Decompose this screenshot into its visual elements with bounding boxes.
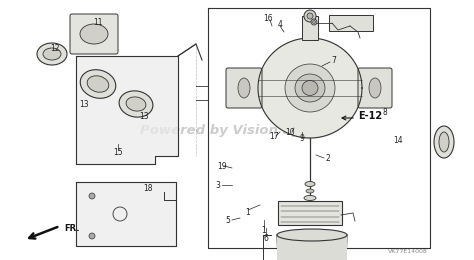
Ellipse shape bbox=[119, 91, 153, 117]
Circle shape bbox=[89, 193, 95, 199]
Ellipse shape bbox=[369, 78, 381, 98]
Text: 6: 6 bbox=[264, 233, 268, 243]
Ellipse shape bbox=[43, 48, 61, 60]
Text: Powered by Vision Spares: Powered by Vision Spares bbox=[140, 124, 334, 136]
Text: 11: 11 bbox=[93, 17, 103, 27]
Text: FR.: FR. bbox=[64, 224, 80, 232]
Circle shape bbox=[304, 10, 316, 22]
Ellipse shape bbox=[80, 24, 108, 44]
Text: VK77E14008: VK77E14008 bbox=[388, 249, 428, 254]
Text: E-12: E-12 bbox=[358, 111, 382, 121]
FancyBboxPatch shape bbox=[278, 201, 342, 225]
Text: 7: 7 bbox=[331, 55, 337, 64]
Text: 5: 5 bbox=[226, 216, 230, 224]
FancyBboxPatch shape bbox=[70, 14, 118, 54]
Ellipse shape bbox=[305, 181, 315, 186]
Text: 9: 9 bbox=[300, 133, 304, 142]
Text: 12: 12 bbox=[50, 43, 60, 53]
Text: 13: 13 bbox=[79, 100, 89, 108]
FancyBboxPatch shape bbox=[358, 68, 392, 108]
Text: 15: 15 bbox=[113, 147, 123, 157]
Text: 3: 3 bbox=[216, 180, 220, 190]
Ellipse shape bbox=[37, 43, 67, 65]
Polygon shape bbox=[76, 182, 176, 246]
Ellipse shape bbox=[87, 76, 109, 92]
Text: 13: 13 bbox=[139, 112, 149, 120]
Polygon shape bbox=[258, 38, 362, 138]
Text: 4: 4 bbox=[278, 20, 283, 29]
Text: 14: 14 bbox=[393, 135, 403, 145]
Text: 1: 1 bbox=[246, 207, 250, 217]
FancyBboxPatch shape bbox=[329, 15, 373, 31]
Ellipse shape bbox=[295, 74, 325, 102]
Ellipse shape bbox=[238, 78, 250, 98]
Text: 1: 1 bbox=[262, 225, 266, 235]
Circle shape bbox=[89, 233, 95, 239]
Ellipse shape bbox=[306, 189, 314, 193]
Ellipse shape bbox=[434, 126, 454, 158]
Text: 17: 17 bbox=[269, 132, 279, 140]
Text: 10: 10 bbox=[285, 127, 295, 136]
Ellipse shape bbox=[80, 70, 116, 98]
FancyBboxPatch shape bbox=[302, 16, 318, 40]
Circle shape bbox=[312, 21, 316, 23]
Ellipse shape bbox=[439, 132, 449, 152]
Ellipse shape bbox=[126, 97, 146, 111]
Ellipse shape bbox=[277, 229, 347, 241]
Ellipse shape bbox=[285, 64, 335, 112]
Text: 2: 2 bbox=[326, 153, 330, 162]
Circle shape bbox=[311, 19, 317, 25]
FancyBboxPatch shape bbox=[226, 68, 262, 108]
Text: 18: 18 bbox=[143, 184, 153, 192]
Text: 8: 8 bbox=[383, 107, 387, 116]
Text: 16: 16 bbox=[263, 14, 273, 23]
Circle shape bbox=[307, 13, 313, 19]
FancyBboxPatch shape bbox=[277, 235, 347, 260]
Ellipse shape bbox=[302, 81, 318, 95]
Polygon shape bbox=[76, 56, 178, 164]
Text: 19: 19 bbox=[217, 161, 227, 171]
Ellipse shape bbox=[304, 196, 316, 200]
